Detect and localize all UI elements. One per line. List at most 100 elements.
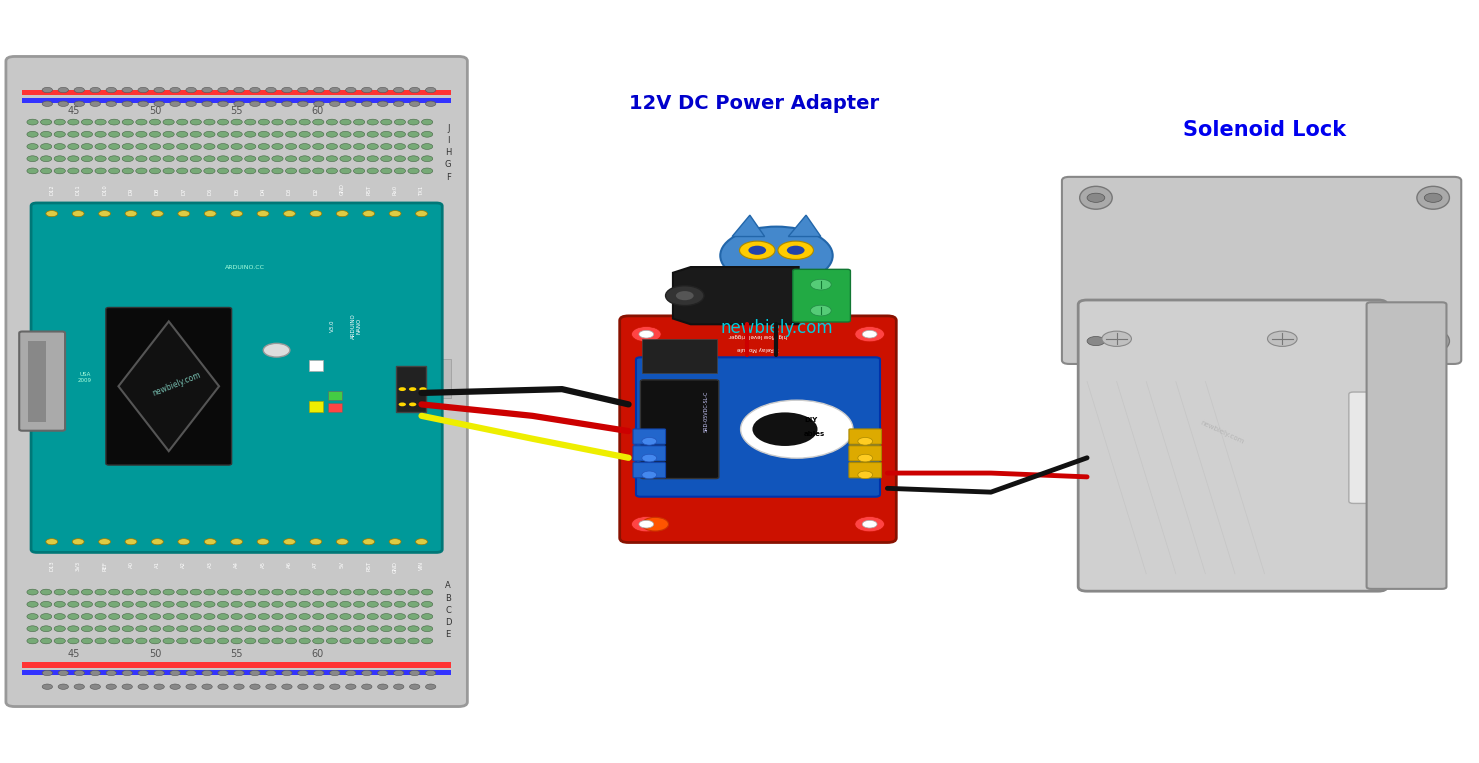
Circle shape [81,589,93,595]
Circle shape [395,156,405,162]
Circle shape [27,626,38,632]
Circle shape [46,539,58,545]
Circle shape [285,601,297,607]
Circle shape [346,671,356,676]
Circle shape [106,88,117,93]
Circle shape [259,626,269,632]
Circle shape [244,143,256,150]
Circle shape [163,156,175,162]
Circle shape [340,589,351,595]
Text: A3: A3 [207,561,213,568]
Circle shape [285,131,297,137]
Circle shape [55,168,65,174]
Circle shape [121,684,133,690]
Circle shape [408,589,419,595]
Circle shape [314,671,324,676]
Text: I: I [447,136,450,145]
Text: A: A [445,581,451,591]
Circle shape [201,101,213,107]
Text: D6: D6 [207,187,213,195]
Circle shape [138,684,148,690]
Circle shape [284,539,296,545]
Text: RST: RST [367,561,371,571]
Circle shape [272,131,282,137]
Circle shape [367,143,379,150]
Circle shape [186,671,197,676]
Circle shape [204,131,214,137]
Circle shape [632,517,661,532]
Circle shape [778,241,813,259]
Circle shape [720,227,833,285]
Bar [309,401,324,412]
Text: D12: D12 [49,184,55,195]
Bar [22,98,451,103]
Circle shape [297,684,308,690]
Text: ables: ables [805,431,825,436]
Circle shape [68,601,78,607]
Circle shape [1424,336,1442,346]
Circle shape [272,156,282,162]
Circle shape [422,638,433,644]
Circle shape [272,168,282,174]
Circle shape [1424,193,1442,202]
Circle shape [191,131,201,137]
Circle shape [201,88,213,93]
Circle shape [393,101,404,107]
Circle shape [361,684,371,690]
Circle shape [259,638,269,644]
Circle shape [244,601,256,607]
Circle shape [666,286,704,306]
Circle shape [272,589,282,595]
Text: C: C [445,606,451,615]
Circle shape [422,156,433,162]
Circle shape [149,638,161,644]
Bar [22,90,451,95]
Circle shape [285,143,297,150]
Circle shape [340,601,351,607]
Circle shape [416,211,427,217]
Circle shape [177,539,189,545]
Circle shape [217,156,229,162]
Circle shape [393,88,404,93]
Circle shape [367,589,379,595]
Text: 3V3: 3V3 [75,561,81,571]
Circle shape [217,684,228,690]
Bar [28,341,46,422]
Circle shape [416,539,427,545]
Circle shape [234,101,244,107]
Circle shape [231,211,243,217]
Circle shape [204,119,214,125]
Text: D: D [445,618,451,627]
Circle shape [40,601,52,607]
Circle shape [422,131,433,137]
Text: newbiely.com: newbiely.com [1199,420,1245,446]
Circle shape [367,156,379,162]
Circle shape [68,589,78,595]
FancyBboxPatch shape [849,446,881,461]
Circle shape [314,684,324,690]
Circle shape [862,520,877,528]
Circle shape [340,119,351,125]
Circle shape [217,671,228,676]
Circle shape [312,638,324,644]
Circle shape [377,88,387,93]
Circle shape [395,589,405,595]
Circle shape [759,290,794,308]
Circle shape [377,101,387,107]
Circle shape [781,422,810,436]
Text: D7: D7 [182,187,186,195]
Circle shape [244,168,256,174]
Circle shape [95,131,106,137]
Circle shape [353,168,365,174]
Circle shape [149,589,161,595]
Text: SRD-05VDC-SL-C: SRD-05VDC-SL-C [704,391,708,433]
Circle shape [217,638,229,644]
Circle shape [40,168,52,174]
Circle shape [266,88,277,93]
Circle shape [163,589,175,595]
Circle shape [68,131,78,137]
Circle shape [380,589,392,595]
Circle shape [204,601,214,607]
Circle shape [330,684,340,690]
Circle shape [410,101,420,107]
